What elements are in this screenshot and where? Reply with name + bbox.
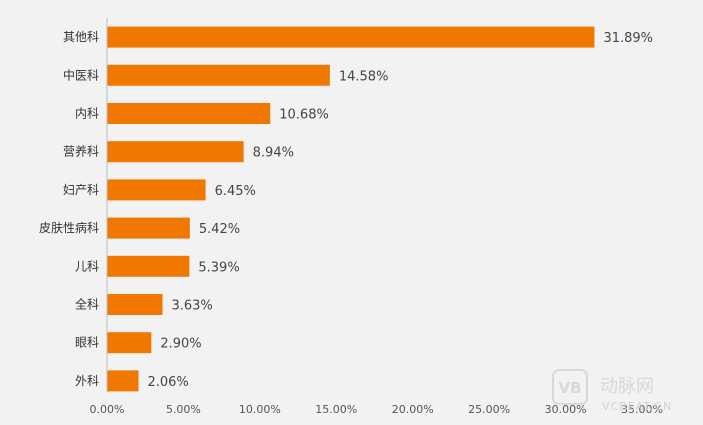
- category-label: 其他科: [63, 30, 99, 44]
- value-label: 2.06%: [147, 375, 188, 390]
- category-label: 眼科: [75, 336, 99, 350]
- value-label: 5.42%: [199, 222, 240, 237]
- bar: [107, 332, 152, 354]
- x-tick-label: 20.00%: [392, 403, 434, 416]
- x-tick-label: 0.00%: [90, 403, 125, 416]
- x-axis-ticks: 0.00% 5.00% 10.00% 15.00% 20.00% 25.00% 30.00%…: [90, 403, 663, 416]
- watermark-url: VCBEAT.CN: [602, 400, 672, 413]
- value-label: 6.45%: [215, 184, 256, 199]
- x-tick-label: 5.00%: [166, 403, 201, 416]
- x-tick-label: 30.00%: [545, 403, 587, 416]
- value-label: 3.63%: [171, 299, 212, 314]
- bar: [107, 294, 163, 315]
- bar: [107, 255, 190, 277]
- value-label: 5.39%: [198, 260, 239, 275]
- value-label: 8.94%: [253, 146, 294, 161]
- value-label: 10.68%: [279, 108, 329, 123]
- x-tick-label: 10.00%: [239, 403, 281, 416]
- watermark-logo: VB: [558, 379, 581, 397]
- watermark-brand: 动脉网: [600, 376, 654, 397]
- bars-layer: 其他科 31.89% 中医科 14.58% 内科 10.68% 营养科 8.94% 妇产科 6.4…: [39, 26, 653, 392]
- value-label: 31.89%: [603, 31, 653, 46]
- x-tick-label: 35.00%: [621, 403, 663, 416]
- category-label: 妇产科: [63, 183, 99, 197]
- value-label: 2.90%: [160, 337, 201, 352]
- category-label: 儿科: [75, 259, 99, 273]
- bar: [107, 103, 271, 124]
- bar: [107, 217, 190, 239]
- category-label: 中医科: [63, 67, 99, 82]
- bar: [107, 141, 244, 163]
- category-label: 内科: [75, 107, 99, 121]
- bar: [107, 26, 595, 48]
- category-label: 全科: [75, 297, 99, 312]
- category-label: 皮肤性病科: [39, 220, 99, 235]
- value-label: 14.58%: [339, 69, 389, 84]
- x-tick-label: 15.00%: [315, 403, 357, 416]
- bar: [107, 370, 139, 392]
- category-label: 营养科: [63, 144, 99, 159]
- category-label: 外科: [75, 374, 99, 388]
- bar: [107, 179, 206, 201]
- x-tick-label: 25.00%: [468, 403, 510, 416]
- watermark: VB 动脉网 VCBEAT.CN: [552, 369, 672, 413]
- watermark-logo-icon: [552, 369, 588, 405]
- bar: [107, 64, 330, 86]
